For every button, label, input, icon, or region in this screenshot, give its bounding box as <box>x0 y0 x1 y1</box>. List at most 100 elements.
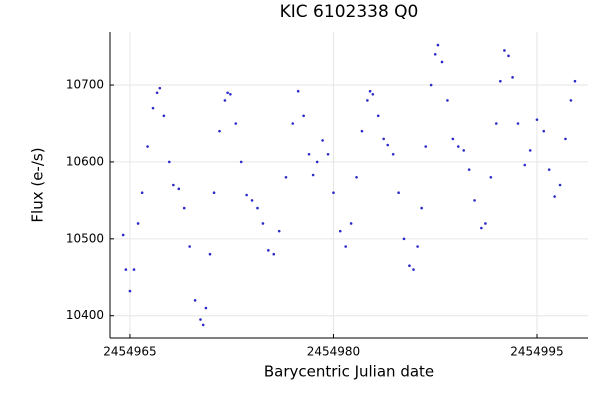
data-point <box>136 222 140 225</box>
data-point <box>467 168 471 171</box>
data-point <box>226 91 229 95</box>
data-point <box>311 173 315 177</box>
data-point <box>355 176 358 179</box>
data-point <box>499 79 502 83</box>
x-tick-label: 2454995 <box>510 345 563 359</box>
data-point <box>155 91 159 95</box>
data-point <box>376 114 380 118</box>
data-point <box>553 195 556 198</box>
data-point <box>386 143 390 147</box>
data-point <box>489 176 493 179</box>
data-point <box>408 264 411 268</box>
data-point <box>140 191 144 194</box>
data-point <box>573 79 577 83</box>
data-point <box>391 152 395 156</box>
data-point <box>402 237 406 241</box>
data-point <box>569 99 573 102</box>
data-point <box>446 99 449 102</box>
y-tick-label: 10700 <box>66 78 104 92</box>
data-point <box>494 122 498 125</box>
data-point <box>451 137 455 141</box>
data-point <box>440 60 444 64</box>
data-point <box>177 187 181 191</box>
data-point <box>172 183 175 187</box>
data-point <box>326 152 330 156</box>
data-point <box>315 160 319 164</box>
data-point <box>121 233 125 237</box>
data-point <box>256 206 259 210</box>
data-point <box>332 191 335 194</box>
data-point <box>158 86 162 90</box>
data-point <box>272 252 276 256</box>
data-point <box>462 149 466 152</box>
data-point <box>182 206 186 210</box>
data-point <box>199 318 202 321</box>
data-point <box>397 191 400 194</box>
data-point <box>511 76 514 79</box>
data-point <box>124 268 128 271</box>
chart-title: KIC 6102338 Q0 <box>280 2 419 22</box>
data-point <box>321 139 324 142</box>
data-point <box>564 137 567 141</box>
data-point <box>558 183 562 187</box>
data-point <box>146 145 149 148</box>
data-point <box>284 176 288 179</box>
data-point <box>218 129 221 133</box>
data-point <box>542 129 546 133</box>
data-point <box>338 229 342 233</box>
data-point <box>368 89 372 93</box>
data-point <box>245 193 248 197</box>
data-point <box>436 43 440 47</box>
x-tick-label: 2454965 <box>103 345 156 359</box>
data-point <box>507 54 510 58</box>
data-point <box>128 289 132 293</box>
data-point <box>349 222 353 225</box>
data-point <box>291 122 295 125</box>
data-point <box>212 191 216 194</box>
y-tick-label: 10500 <box>66 231 104 245</box>
data-point <box>307 152 311 156</box>
data-point <box>267 249 270 252</box>
data-point <box>433 52 437 56</box>
data-point <box>193 299 197 302</box>
data-point <box>456 145 460 148</box>
data-point <box>162 114 166 118</box>
data-point <box>547 168 551 171</box>
y-tick-label: 10400 <box>66 308 104 322</box>
data-point <box>261 222 265 225</box>
data-point <box>528 149 532 152</box>
data-point <box>132 268 136 271</box>
data-point <box>429 83 433 87</box>
data-point <box>473 199 476 202</box>
data-point <box>503 49 506 52</box>
data-point <box>234 122 238 125</box>
data-point <box>420 206 423 210</box>
data-point <box>416 245 419 248</box>
data-point <box>523 163 527 167</box>
data-point <box>188 245 191 248</box>
data-point <box>277 229 281 233</box>
data-point <box>208 252 212 256</box>
data-point <box>296 89 300 93</box>
x-tick-label: 2454980 <box>307 345 360 359</box>
data-point <box>484 222 487 225</box>
data-point <box>239 160 243 164</box>
data-point <box>344 245 347 248</box>
data-point <box>201 323 205 327</box>
data-point <box>366 99 369 102</box>
data-point <box>151 106 155 110</box>
data-point <box>382 137 385 141</box>
data-point <box>535 118 539 121</box>
data-point <box>250 199 254 202</box>
x-axis-label: Barycentric Julian date <box>264 363 434 381</box>
y-tick-label: 10600 <box>66 154 104 168</box>
data-point <box>371 92 375 96</box>
data-point <box>167 160 171 164</box>
data-point <box>229 92 232 96</box>
data-point <box>302 114 305 118</box>
y-axis-label: Flux (e-/s) <box>29 147 47 222</box>
data-point <box>516 122 520 125</box>
data-point <box>204 306 208 310</box>
data-point <box>480 226 483 230</box>
